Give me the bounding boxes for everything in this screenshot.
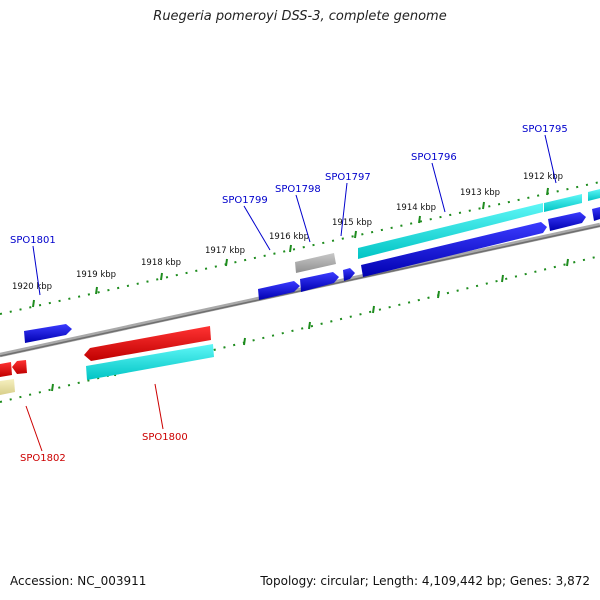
kbp-label: 1920 kbp bbox=[12, 282, 52, 292]
outer-major-ticks bbox=[32, 187, 549, 308]
gene-arrow-blue[interactable] bbox=[24, 324, 72, 343]
gene-feature-cyan[interactable] bbox=[588, 189, 600, 201]
gene-arrow-red[interactable] bbox=[0, 362, 12, 377]
kbp-label: 1919 kbp bbox=[76, 270, 116, 280]
gene-feature-cyan[interactable] bbox=[358, 203, 543, 259]
kbp-labels: 1912 kbp 1913 kbp 1914 kbp 1915 kbp 1916… bbox=[12, 172, 563, 292]
gene-arrow-blue[interactable] bbox=[548, 212, 586, 231]
gene-arrow-blue[interactable] bbox=[343, 268, 355, 281]
kbp-label: 1916 kbp bbox=[269, 232, 309, 242]
gene-label[interactable]: SPO1800 bbox=[142, 432, 188, 443]
genome-backbone bbox=[0, 222, 600, 358]
kbp-label: 1918 kbp bbox=[141, 258, 181, 268]
gene-arrow-blue[interactable] bbox=[592, 207, 600, 221]
gene-feature-yellow[interactable] bbox=[0, 379, 15, 395]
reverse-gene-labels: SPO1800 SPO1802 bbox=[20, 383, 188, 464]
gene-label[interactable]: SPO1795 bbox=[522, 124, 568, 135]
gene-arrow-blue[interactable] bbox=[258, 281, 300, 300]
gene-arrow-red[interactable] bbox=[12, 360, 27, 374]
kbp-label: 1915 kbp bbox=[332, 218, 372, 228]
kbp-label: 1917 kbp bbox=[205, 246, 245, 256]
forward-genes bbox=[24, 189, 600, 343]
gene-feature-gray[interactable] bbox=[295, 253, 336, 273]
accession-text: Accession: NC_003911 bbox=[10, 574, 147, 588]
genome-summary-text: Topology: circular; Length: 4,109,442 bp… bbox=[260, 574, 590, 588]
outer-minor-ticks bbox=[0, 181, 600, 315]
gene-arrow-blue[interactable] bbox=[300, 272, 339, 292]
gene-arrow-red[interactable] bbox=[84, 326, 211, 361]
kbp-label: 1912 kbp bbox=[523, 172, 563, 182]
gene-label[interactable]: SPO1798 bbox=[275, 184, 321, 195]
gene-label[interactable]: SPO1801 bbox=[10, 235, 56, 246]
gene-label[interactable]: SPO1797 bbox=[325, 172, 371, 183]
kbp-label: 1914 kbp bbox=[396, 203, 436, 213]
gene-feature-cyan[interactable] bbox=[86, 344, 214, 380]
kbp-label: 1913 kbp bbox=[460, 188, 500, 198]
reverse-genes bbox=[0, 326, 214, 395]
gene-label[interactable]: SPO1799 bbox=[222, 195, 268, 206]
gene-label[interactable]: SPO1802 bbox=[20, 453, 66, 464]
forward-gene-labels: SPO1795 SPO1796 SPO1797 SPO1798 SPO1799 … bbox=[10, 124, 568, 296]
outer-tick-ring bbox=[0, 181, 600, 315]
gene-label[interactable]: SPO1796 bbox=[411, 152, 457, 163]
gene-arrow-blue[interactable] bbox=[361, 222, 547, 277]
map-title: Ruegeria pomeroyi DSS-3, complete genome bbox=[153, 9, 447, 24]
gene-feature-cyan[interactable] bbox=[544, 194, 582, 212]
